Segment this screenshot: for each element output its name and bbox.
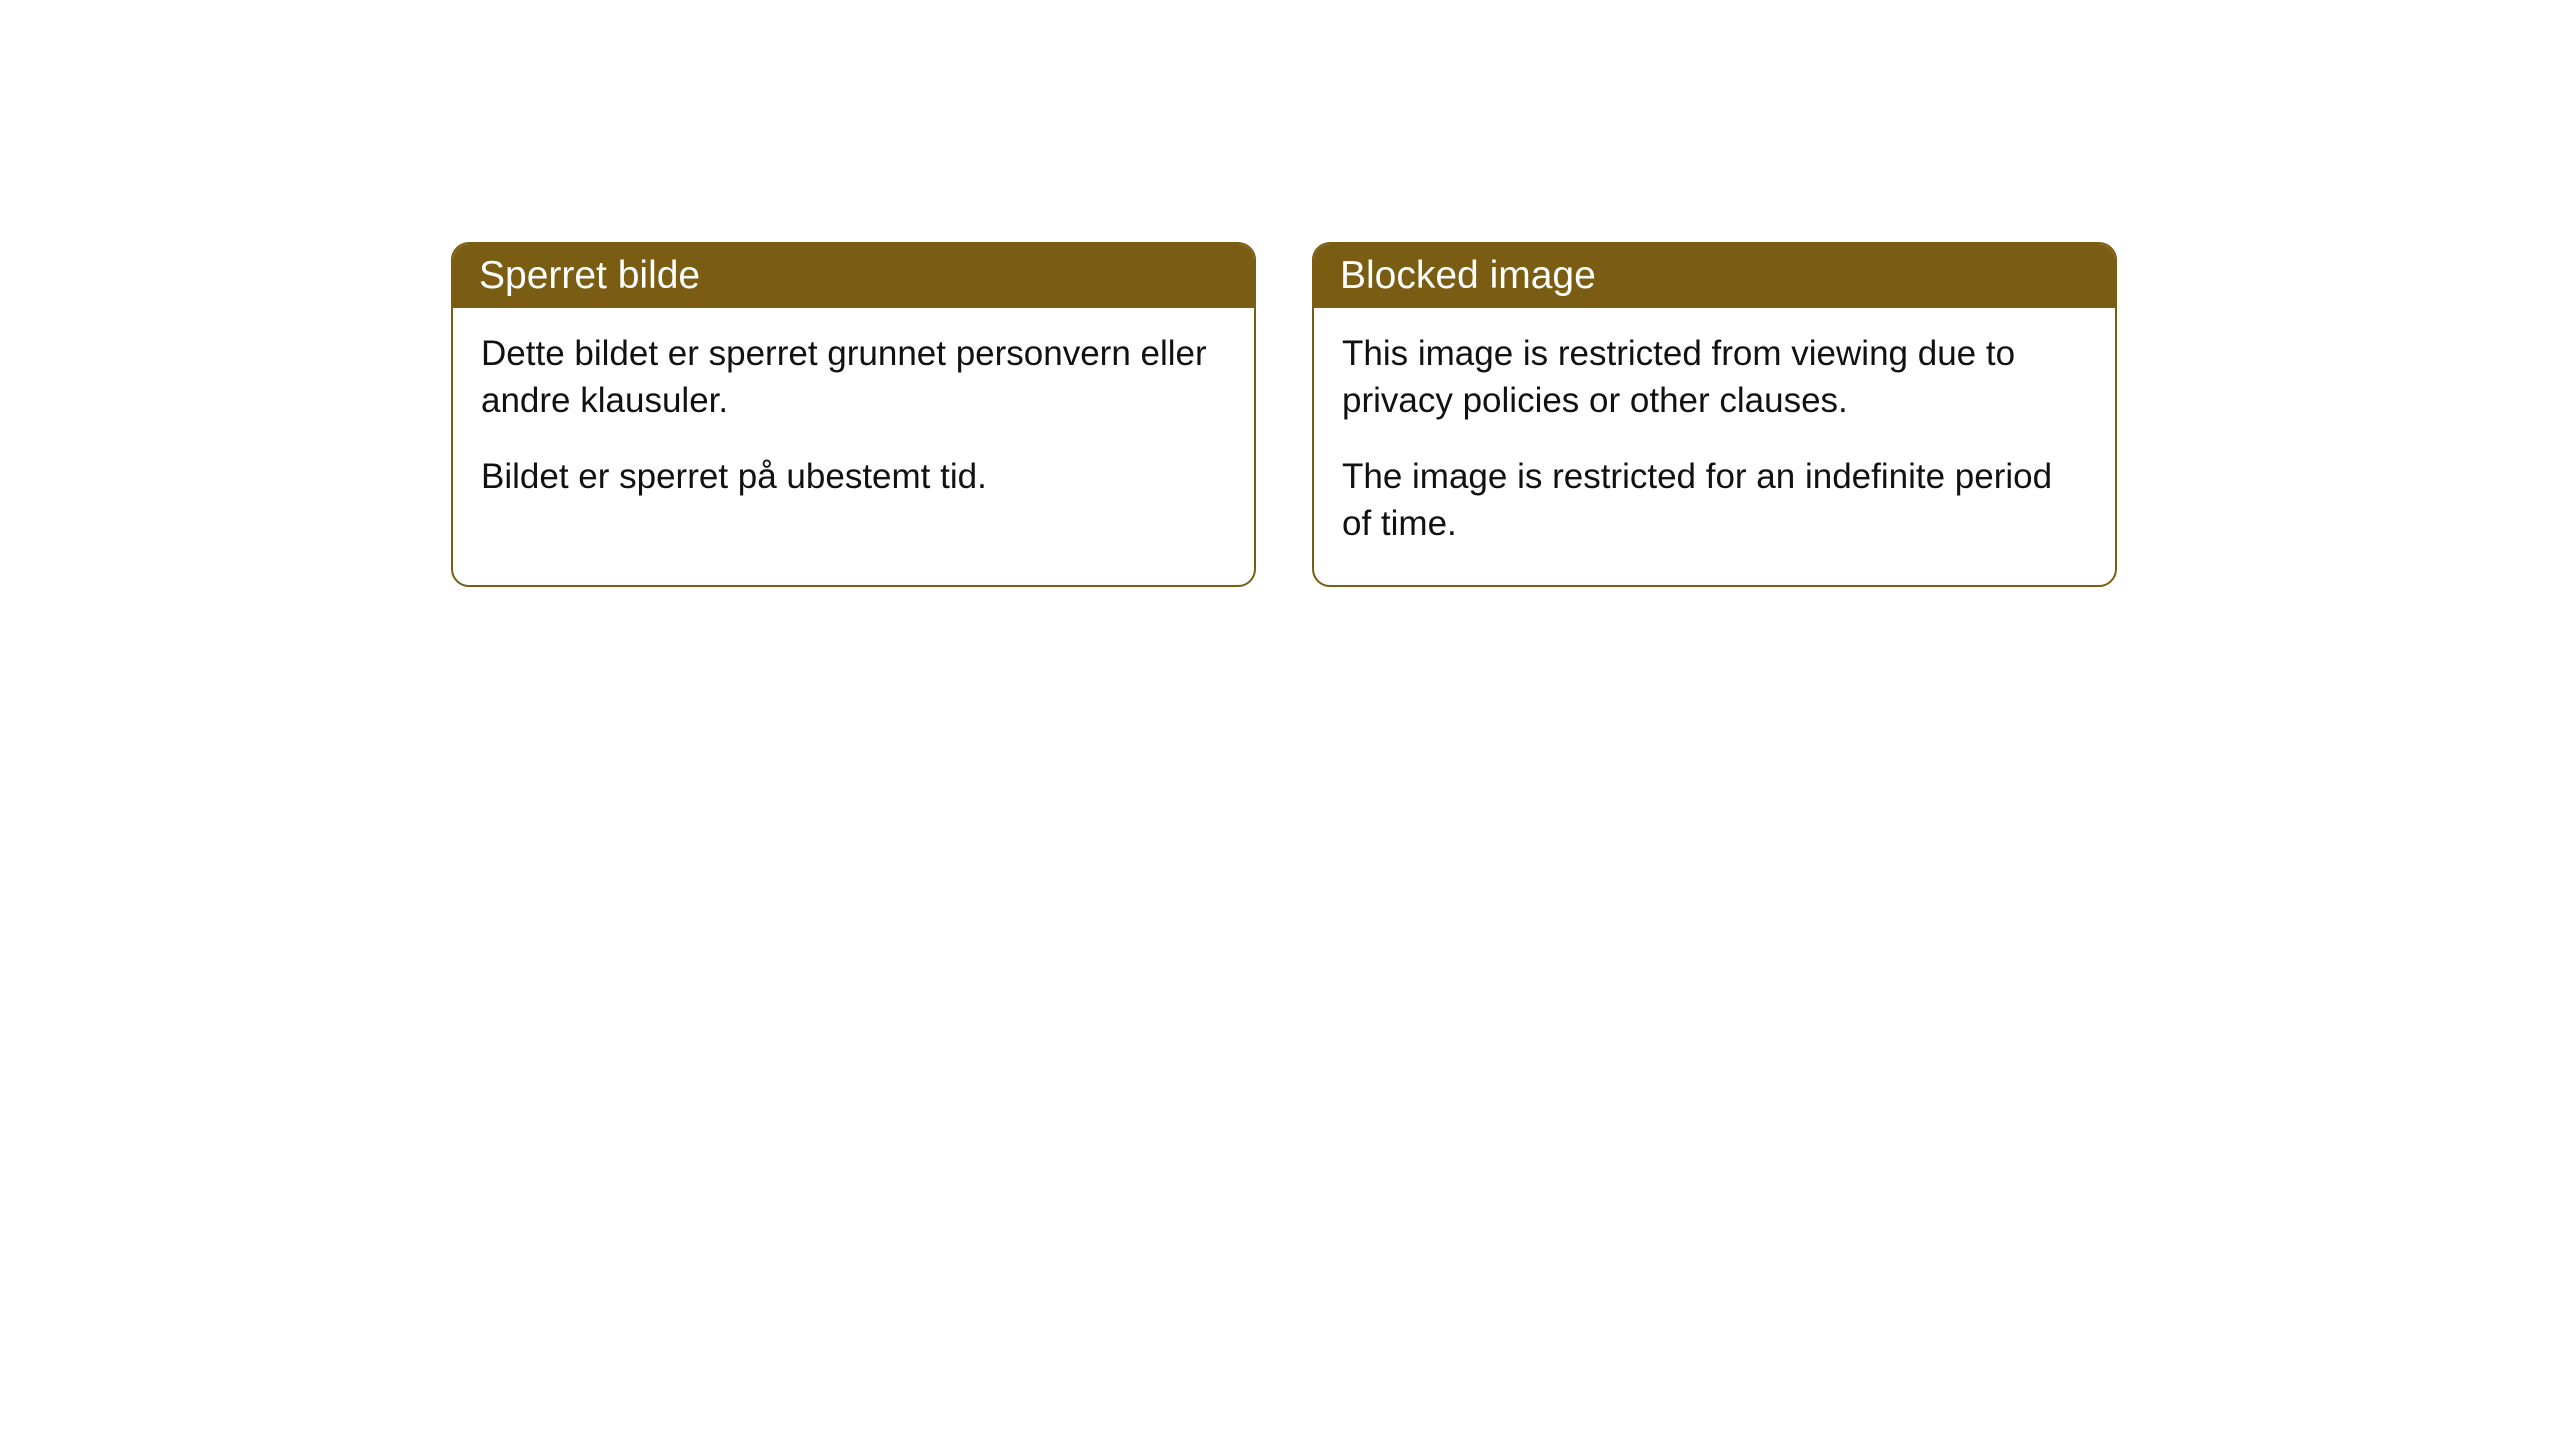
notice-card-english: Blocked image This image is restricted f… — [1312, 242, 2117, 587]
notice-cards-container: Sperret bilde Dette bildet er sperret gr… — [451, 242, 2117, 587]
notice-card-norwegian: Sperret bilde Dette bildet er sperret gr… — [451, 242, 1256, 587]
card-paragraph: The image is restricted for an indefinit… — [1342, 453, 2087, 548]
card-body: This image is restricted from viewing du… — [1314, 308, 2115, 585]
card-paragraph: This image is restricted from viewing du… — [1342, 330, 2087, 425]
card-header: Blocked image — [1314, 244, 2115, 308]
card-header: Sperret bilde — [453, 244, 1254, 308]
card-body: Dette bildet er sperret grunnet personve… — [453, 308, 1254, 538]
card-paragraph: Dette bildet er sperret grunnet personve… — [481, 330, 1226, 425]
card-paragraph: Bildet er sperret på ubestemt tid. — [481, 453, 1226, 500]
